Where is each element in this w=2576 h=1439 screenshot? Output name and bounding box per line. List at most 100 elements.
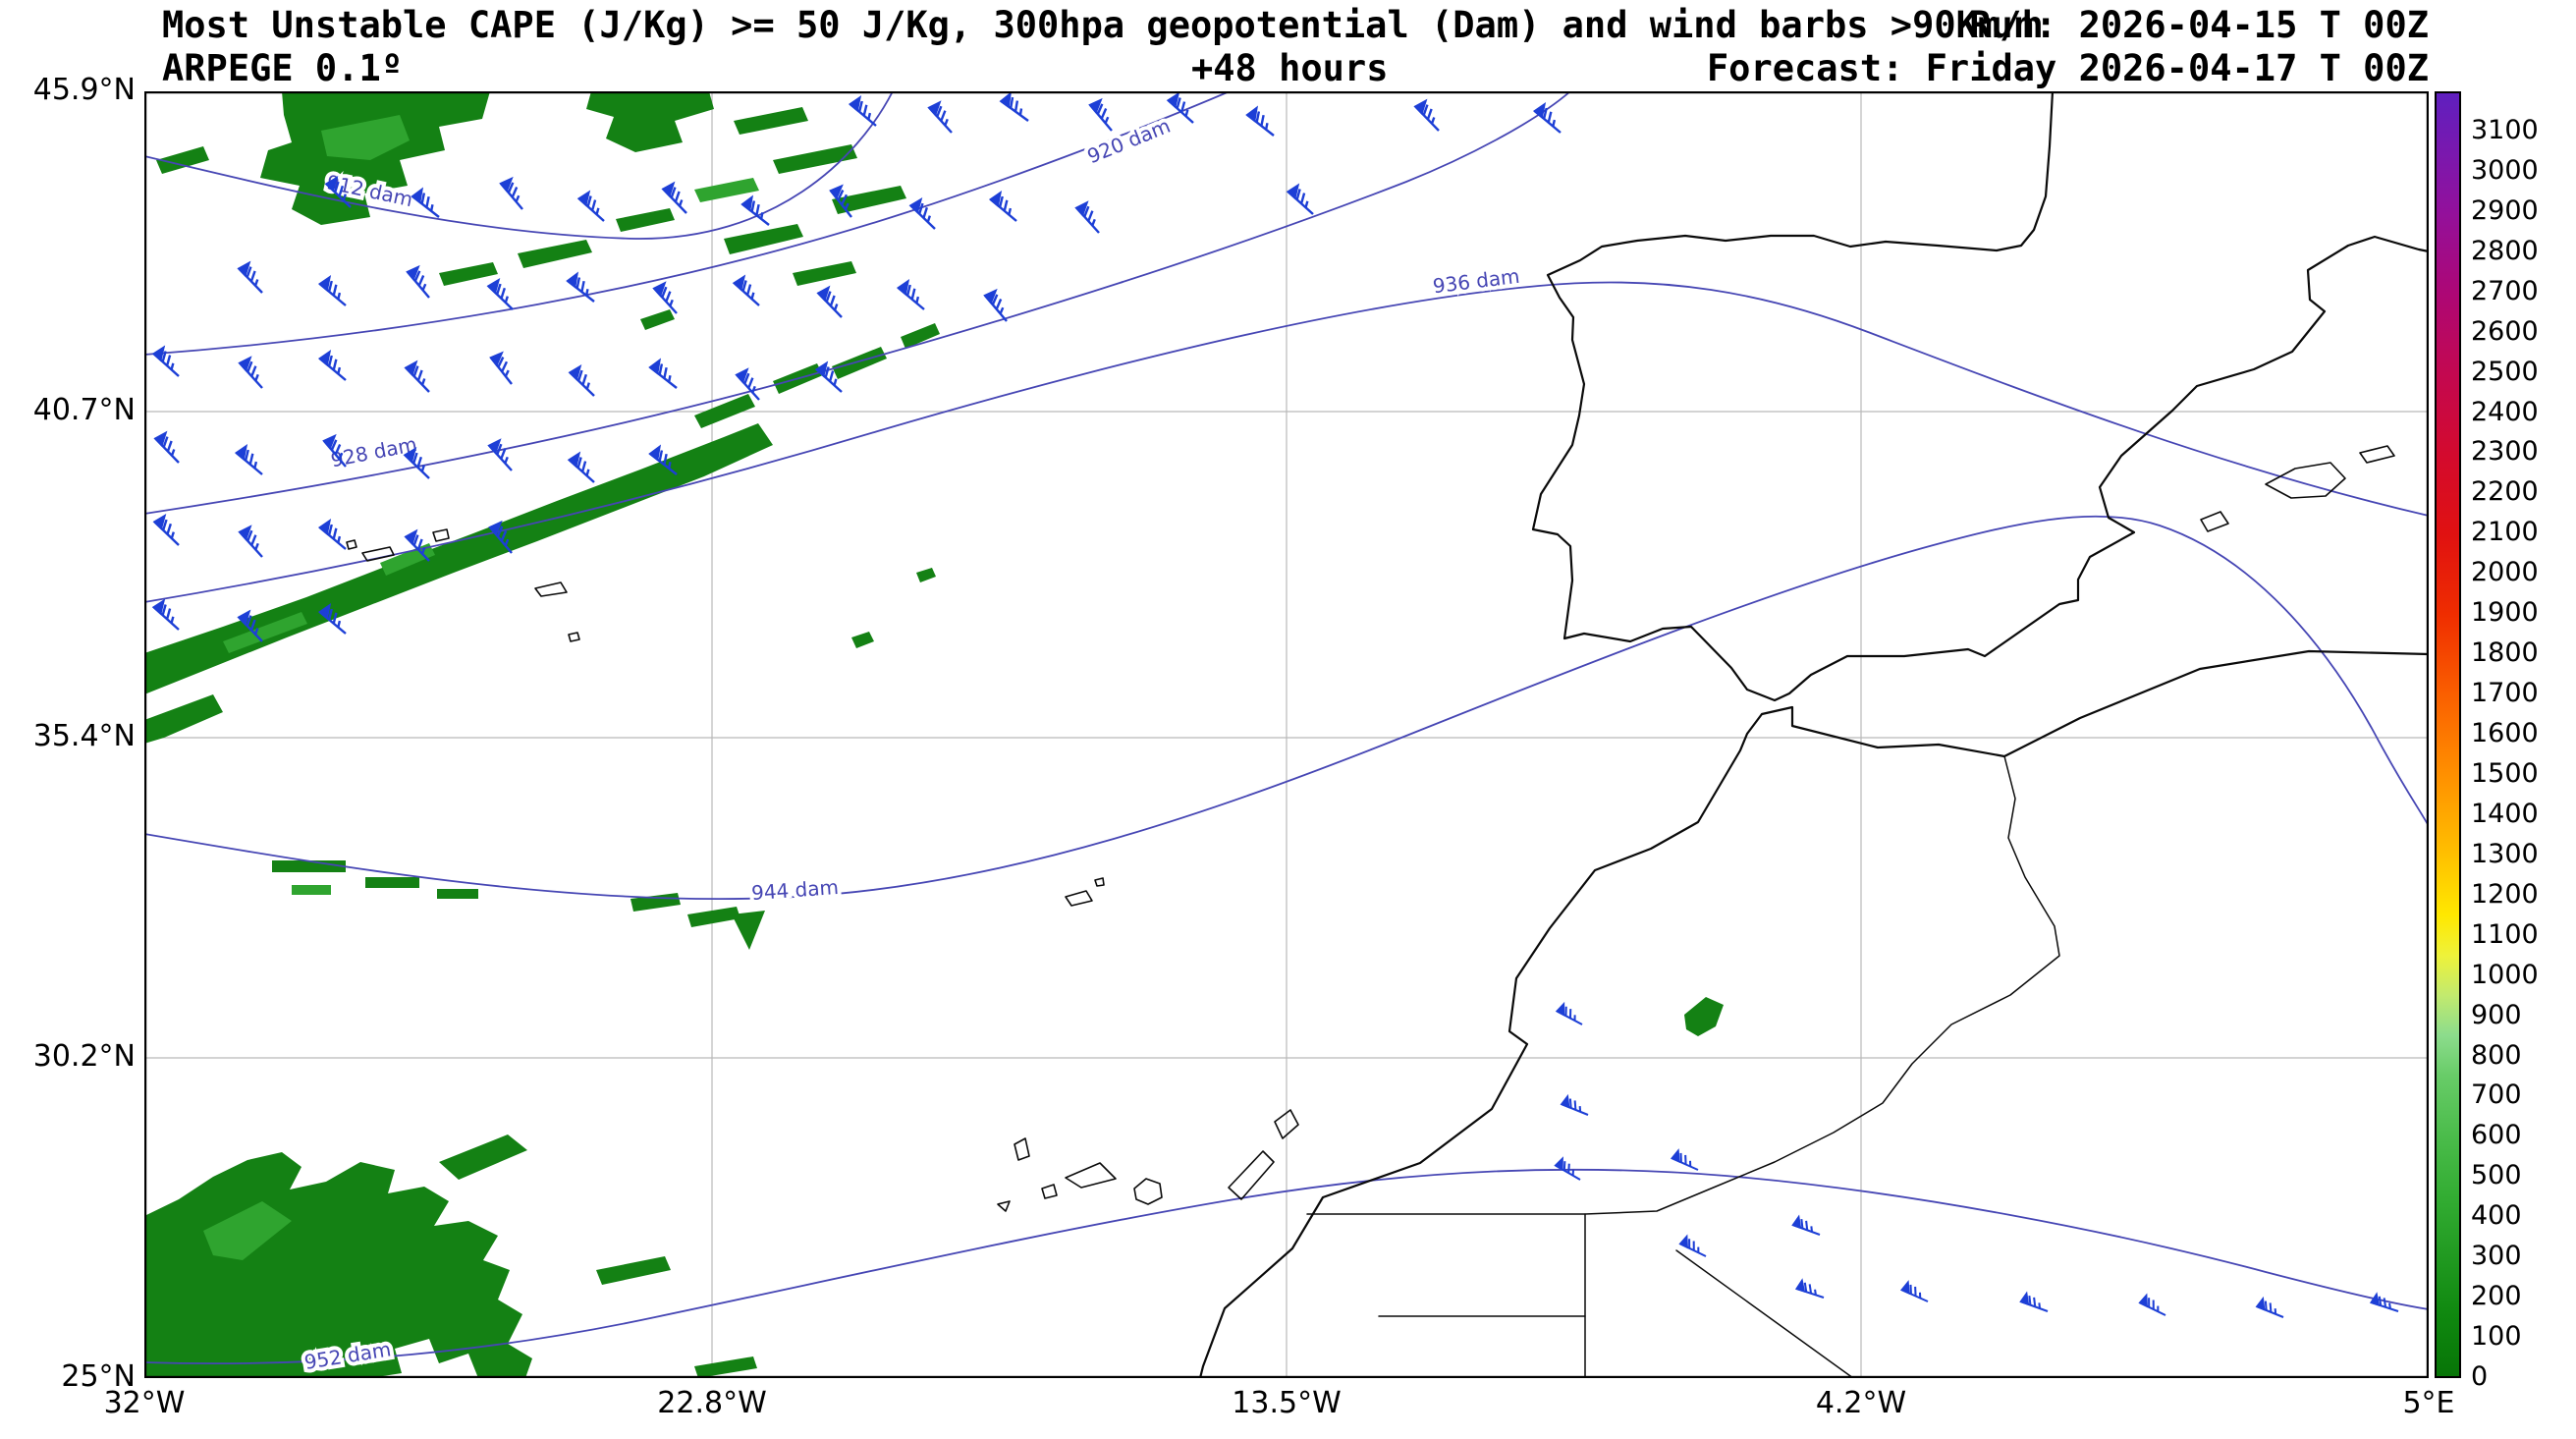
island-mallorca: [2265, 462, 2346, 499]
cape-colorbar: [2435, 91, 2461, 1378]
colorbar-tick-label: 1400: [2471, 798, 2539, 829]
islands: [346, 445, 2395, 1212]
wind-barbs: [151, 91, 2399, 1318]
colorbar-tick-label: 1000: [2471, 959, 2539, 990]
cape-shading: [144, 91, 1724, 1378]
lon-tick-label: 5°E: [2402, 1386, 2455, 1420]
island-porto-santo: [1094, 877, 1105, 887]
colorbar-tick-label: 1900: [2471, 597, 2539, 629]
wind-barb-icon: [927, 100, 953, 134]
colorbar-tick-label: 1300: [2471, 838, 2539, 869]
wind-barb-icon: [732, 274, 760, 306]
colorbar-tick-label: 0: [2471, 1361, 2489, 1392]
island-faial: [346, 539, 357, 550]
lat-tick-label: 35.4°N: [32, 719, 136, 753]
cape-region-polygon-light: [203, 115, 759, 1260]
wind-barb-icon: [1670, 1148, 1699, 1171]
colorbar-tick-label: 100: [2471, 1321, 2522, 1353]
wind-barb-icon: [1555, 1001, 1583, 1025]
island-la-palma: [1014, 1137, 1030, 1161]
wind-barb-icon: [1899, 1280, 1929, 1302]
island-ibiza: [2200, 511, 2229, 532]
forecast-map: 912 dam 920 dam 928 dam 936 dam 944 dam …: [144, 91, 2429, 1378]
wind-barb-icon: [1532, 101, 1562, 134]
wind-barb-icon: [566, 271, 595, 303]
lat-tick-label: 40.7°N: [32, 393, 136, 427]
wind-barb-icon: [151, 345, 180, 377]
colorbar-tick-label: 1200: [2471, 878, 2539, 910]
contour-928: [144, 91, 1571, 515]
lon-tick-label: 32°W: [103, 1386, 186, 1420]
colorbar-tick-label: 2900: [2471, 194, 2539, 226]
island-terceira: [432, 528, 450, 542]
colorbar-tick-label: 3000: [2471, 154, 2539, 186]
wind-barb-icon: [740, 194, 770, 226]
wind-barb-icon: [1074, 200, 1100, 234]
wind-barb-icon: [152, 513, 180, 546]
map-grid: [144, 91, 2429, 1378]
forecast-valid-label: Forecast: Friday 2026-04-17 T 00Z: [1706, 47, 2429, 89]
wind-barb-icon: [317, 274, 347, 306]
colorbar-tick-label: 3100: [2471, 114, 2539, 145]
wind-barb-icon: [1088, 97, 1113, 132]
wind-barb-icon: [403, 446, 430, 479]
colorbar-tick-label: 2000: [2471, 557, 2539, 588]
island-pico: [361, 546, 395, 562]
wind-barb-icon: [2138, 1293, 2166, 1316]
country-borders: [1306, 755, 2060, 1378]
contour-label: 944 dam: [750, 875, 839, 905]
wind-barb-icon: [324, 175, 352, 208]
colorbar-tick-label: 2300: [2471, 436, 2539, 468]
wind-barb-icon: [1554, 1156, 1581, 1181]
lat-tick-label: 25°N: [61, 1359, 136, 1394]
wind-barb-icon: [238, 525, 263, 558]
colorbar-tick-label: 700: [2471, 1079, 2522, 1111]
wind-barb-icon: [814, 360, 843, 393]
colorbar-tick-label: 1800: [2471, 637, 2539, 669]
wind-barb-icon: [576, 190, 605, 222]
colorbar-tick-label: 2100: [2471, 517, 2539, 548]
wind-barb-icon: [237, 260, 263, 294]
wind-barb-icon: [988, 190, 1017, 222]
contour-912: [144, 91, 894, 240]
island-sao-miguel: [534, 581, 568, 597]
model-label: ARPEGE 0.1º: [162, 47, 404, 89]
wind-barb-icon: [151, 598, 180, 631]
wind-barb-icon: [648, 358, 678, 389]
wind-barb-icon: [735, 367, 760, 401]
geopotential-contours: [144, 91, 2429, 1365]
wind-barb-icon: [2019, 1291, 2049, 1312]
contour-label: 920 dam: [1084, 114, 1174, 169]
island-gran-canaria: [1133, 1178, 1163, 1205]
wind-barb-icon: [2255, 1296, 2284, 1318]
wind-barb-icon: [1794, 1278, 1825, 1299]
lat-tick-label: 45.9°N: [32, 73, 136, 107]
wind-barb-icon: [908, 196, 936, 230]
lon-tick-label: 22.8°W: [657, 1386, 767, 1420]
wind-barb-icon: [1678, 1234, 1707, 1257]
wind-barb-icon: [487, 438, 513, 471]
wind-barb-icon: [411, 187, 440, 218]
colorbar-tick-label: 2700: [2471, 275, 2539, 306]
island-santa-maria: [568, 632, 580, 642]
wind-barb-icon: [848, 94, 877, 127]
island-lanzarote: [1274, 1109, 1299, 1139]
wind-barb-icon: [404, 528, 430, 562]
wind-barb-icon: [1413, 98, 1440, 132]
island-fuerteventura: [1228, 1150, 1275, 1200]
island-tenerife: [1065, 1162, 1117, 1189]
colorbar-tick-label: 1600: [2471, 718, 2539, 748]
chart-title: Most Unstable CAPE (J/Kg) >= 50 J/Kg, 30…: [162, 4, 2044, 46]
colorbar-tick-label: 2600: [2471, 315, 2539, 347]
wind-barb-icon: [1791, 1214, 1821, 1236]
wind-barb-icon: [488, 520, 513, 554]
wind-barb-icon: [237, 609, 263, 642]
wind-barb-icon: [829, 184, 852, 218]
colorbar-tick-label: 300: [2471, 1241, 2522, 1272]
wind-barb-icon: [2369, 1292, 2399, 1312]
wind-barb-icon: [499, 176, 523, 210]
wind-barb-icon: [1560, 1093, 1589, 1116]
wind-barb-icon: [896, 278, 925, 310]
wind-barb-icon: [489, 351, 513, 385]
colorbar-tick-label: 800: [2471, 1039, 2522, 1071]
